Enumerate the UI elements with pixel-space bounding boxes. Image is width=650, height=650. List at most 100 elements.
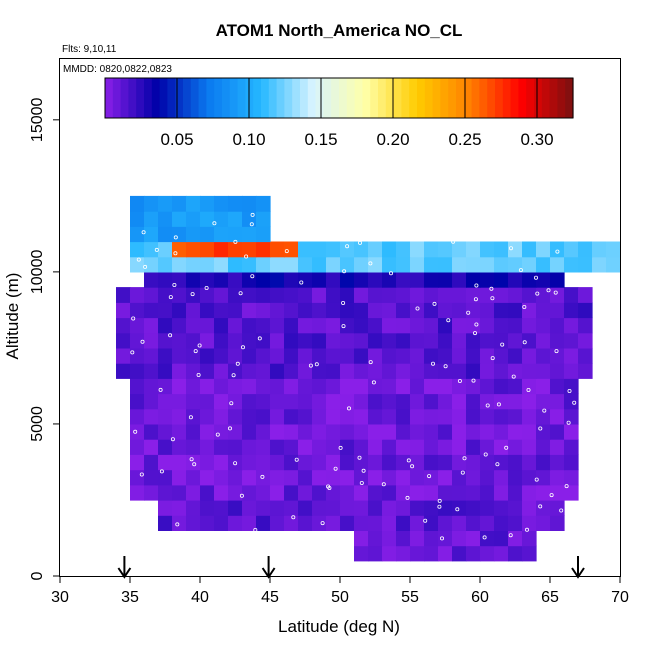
heatmap-cell <box>284 393 299 410</box>
heatmap-cell <box>130 484 145 501</box>
heatmap-cell <box>130 469 145 486</box>
heatmap-cell <box>452 271 467 288</box>
colorbar-segment <box>401 78 410 118</box>
colorbar-segment <box>159 78 168 118</box>
heatmap-cell <box>354 530 369 547</box>
heatmap-cell <box>452 347 467 364</box>
heatmap-cell <box>522 515 537 531</box>
heatmap-cell <box>242 241 257 258</box>
heatmap-cell <box>508 287 523 303</box>
heatmap-cell <box>270 408 285 425</box>
heatmap-cell <box>480 256 495 273</box>
heatmap-cell <box>438 530 453 547</box>
heatmap-cell <box>298 439 313 455</box>
heatmap-cell <box>340 484 355 501</box>
heatmap-cell <box>158 484 173 501</box>
sample-point <box>566 420 571 425</box>
heatmap-cell <box>550 423 565 440</box>
heatmap-cell <box>270 287 285 303</box>
heatmap-cell <box>424 302 439 319</box>
heatmap-cell <box>550 484 565 501</box>
sample-point <box>231 373 236 378</box>
colorbar-segment <box>253 78 262 118</box>
heatmap-cell <box>284 347 299 364</box>
heatmap-cell <box>158 363 173 379</box>
heatmap-cell <box>340 439 355 455</box>
x-axis: 30 35 40 45 50 55 60 65 70 <box>51 576 629 606</box>
heatmap-cells <box>116 195 621 562</box>
sample-point <box>233 239 238 244</box>
sample-point <box>522 304 527 309</box>
sample-point <box>136 257 141 262</box>
heatmap-cell <box>578 287 593 303</box>
heatmap-cell <box>536 454 551 471</box>
sample-point <box>192 462 197 467</box>
heatmap-cell <box>382 347 397 364</box>
flight-arrow-head <box>571 567 585 579</box>
heatmap-cell <box>382 530 397 547</box>
sample-point <box>410 464 415 469</box>
sample-point <box>559 508 564 513</box>
heatmap-cell <box>214 347 229 364</box>
heatmap-cell <box>480 500 495 516</box>
heatmap-cell <box>494 393 509 410</box>
colorbar-segment <box>261 78 270 118</box>
heatmap-cell <box>508 423 523 440</box>
sample-point <box>549 493 554 498</box>
colorbar-segment <box>268 78 278 118</box>
sample-point <box>249 222 254 227</box>
heatmap-cell <box>340 317 355 334</box>
heatmap-cell <box>214 302 229 319</box>
heatmap-cell <box>382 545 397 562</box>
heatmap-cell <box>508 515 523 531</box>
heatmap-cell <box>214 378 229 395</box>
colorbar-segment <box>315 78 324 118</box>
heatmap-cell <box>256 271 271 288</box>
heatmap-cell <box>368 378 383 395</box>
heatmap-cell <box>382 439 397 455</box>
sample-point <box>538 504 543 509</box>
heatmap-cell <box>214 500 229 516</box>
heatmap-cell <box>158 515 173 531</box>
heatmap-cell <box>228 423 243 440</box>
heatmap-cell <box>186 241 201 258</box>
heatmap-cell <box>256 287 271 303</box>
colorbar-segment <box>370 78 379 118</box>
heatmap-cell <box>256 454 271 471</box>
heatmap-cell <box>354 439 369 455</box>
heatmap-cell <box>410 408 425 425</box>
heatmap-cell <box>256 241 271 258</box>
heatmap-cell <box>466 484 481 501</box>
heatmap-cell <box>214 241 229 258</box>
sample-point <box>451 239 456 244</box>
heatmap-cell <box>242 271 257 288</box>
colorbar-segment <box>276 78 285 118</box>
heatmap-cell <box>452 378 467 395</box>
sample-point <box>212 221 217 226</box>
heatmap-cell <box>284 469 299 486</box>
heatmap-cell <box>550 317 565 334</box>
heatmap-cell <box>326 439 341 455</box>
heatmap-cell <box>200 408 215 425</box>
heatmap-cell <box>144 378 159 395</box>
sample-point <box>474 322 479 327</box>
sample-point <box>294 457 299 462</box>
heatmap-cell <box>312 469 327 486</box>
heatmap-cell <box>368 545 383 562</box>
heatmap-cell <box>186 195 201 212</box>
colorbar-segment <box>331 78 340 118</box>
heatmap-cell <box>130 454 145 471</box>
sample-point <box>168 333 173 338</box>
heatmap-cell <box>326 484 341 501</box>
sample-point <box>471 378 476 383</box>
heatmap-cell <box>172 484 187 501</box>
sample-point <box>381 482 386 487</box>
sample-point <box>534 275 539 280</box>
sample-point <box>141 230 146 235</box>
heatmap-cell <box>354 423 369 440</box>
sample-point <box>423 518 428 523</box>
heatmap-cell <box>466 439 481 455</box>
heatmap-cell <box>382 241 397 258</box>
heatmap-cell <box>312 256 327 273</box>
heatmap-cell <box>368 408 383 425</box>
